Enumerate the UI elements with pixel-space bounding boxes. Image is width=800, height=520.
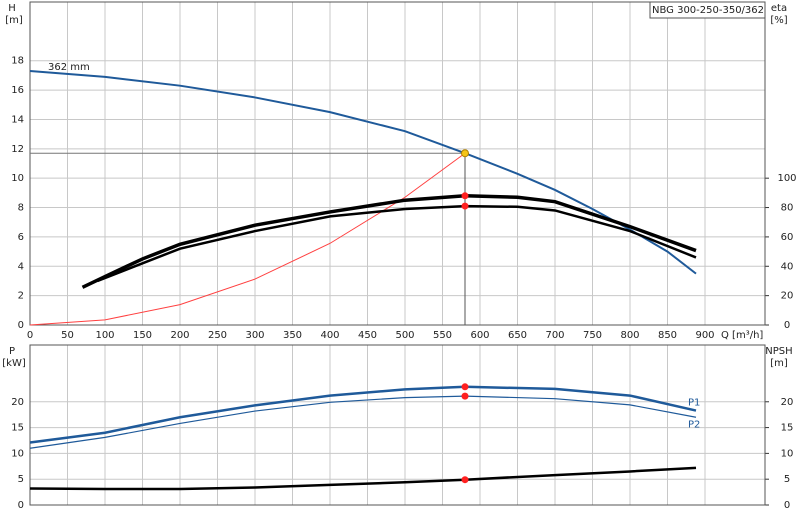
duty-point <box>461 476 469 484</box>
y2-tick-label: 15 <box>781 423 794 434</box>
duty-point <box>461 202 469 210</box>
curve <box>97 204 697 283</box>
y-tick-label: 0 <box>18 500 24 511</box>
y2-tick-label: 10 <box>781 448 794 459</box>
y2-tick-label: 5 <box>784 474 790 485</box>
x-tick-label: 450 <box>358 330 377 341</box>
curve-label: P1 <box>688 398 700 409</box>
duty-point <box>461 149 469 158</box>
x-tick-label: 600 <box>470 330 489 341</box>
x-tick-label: 400 <box>320 330 339 341</box>
duty-point <box>461 383 469 391</box>
y-axis-label: P <box>9 346 15 357</box>
x-tick-label: 200 <box>170 330 189 341</box>
curve <box>29 385 697 444</box>
curve <box>29 395 697 449</box>
y2-tick-label: 0 <box>784 320 790 331</box>
x-tick-label: 500 <box>395 330 414 341</box>
plot-frame <box>29 1 766 326</box>
y2-tick-label: 20 <box>781 291 794 302</box>
y-tick-label: 12 <box>11 144 24 155</box>
y2-axis-label: eta <box>771 3 787 14</box>
y-tick-label: 8 <box>18 203 24 214</box>
y-tick-label: 20 <box>11 397 24 408</box>
y-tick-label: 0 <box>18 320 24 331</box>
chart-title: NBG 300-250-350/362 <box>652 5 764 16</box>
y-tick-label: 16 <box>11 85 24 96</box>
y-tick-label: 2 <box>18 291 24 302</box>
y-tick-label: 15 <box>11 423 24 434</box>
curve <box>81 194 697 289</box>
x-tick-label: 850 <box>658 330 677 341</box>
y2-axis-label: NPSH <box>765 346 792 357</box>
x-tick-label: 800 <box>620 330 639 341</box>
y-axis-label: H <box>8 3 16 14</box>
duty-point <box>461 192 469 200</box>
y-tick-label: 4 <box>18 261 24 272</box>
y2-axis-unit: [%] <box>770 15 787 26</box>
y-tick-label: 6 <box>18 232 24 243</box>
curve-label: P2 <box>688 419 700 430</box>
y-tick-label: 10 <box>11 448 24 459</box>
curve <box>29 70 697 275</box>
y2-tick-label: 100 <box>777 173 796 184</box>
y2-tick-label: 40 <box>781 261 794 272</box>
y2-axis-unit: [m] <box>770 358 788 369</box>
y-tick-label: 18 <box>11 56 24 67</box>
y2-tick-label: 0 <box>784 500 790 511</box>
curve <box>29 152 466 326</box>
y-tick-label: 5 <box>18 474 24 485</box>
x-tick-label: 0 <box>27 330 33 341</box>
y2-tick-label: 60 <box>781 232 794 243</box>
x-tick-label: 650 <box>508 330 527 341</box>
x-tick-label: 250 <box>208 330 227 341</box>
y2-tick-label: 80 <box>781 203 794 214</box>
curve-label: 362 mm <box>48 62 90 73</box>
x-tick-label: 350 <box>283 330 302 341</box>
y-axis-unit: [m] <box>5 15 23 26</box>
duty-point <box>461 392 469 400</box>
x-tick-label: 300 <box>245 330 264 341</box>
y-axis-unit: [kW] <box>2 358 26 369</box>
x-tick-label: 50 <box>61 330 74 341</box>
x-tick-label: 100 <box>95 330 114 341</box>
y-tick-label: 14 <box>11 114 24 125</box>
x-tick-label: 900 <box>695 330 714 341</box>
title-box <box>649 1 766 19</box>
x-tick-label: 700 <box>545 330 564 341</box>
y2-tick-label: 20 <box>781 397 794 408</box>
curve <box>29 466 697 491</box>
y-tick-label: 10 <box>11 173 24 184</box>
x-tick-label: 550 <box>433 330 452 341</box>
x-tick-label: 150 <box>133 330 152 341</box>
plot-frame <box>29 344 766 506</box>
x-axis-label: Q [m³/h] <box>721 330 763 341</box>
x-tick-label: 750 <box>583 330 602 341</box>
